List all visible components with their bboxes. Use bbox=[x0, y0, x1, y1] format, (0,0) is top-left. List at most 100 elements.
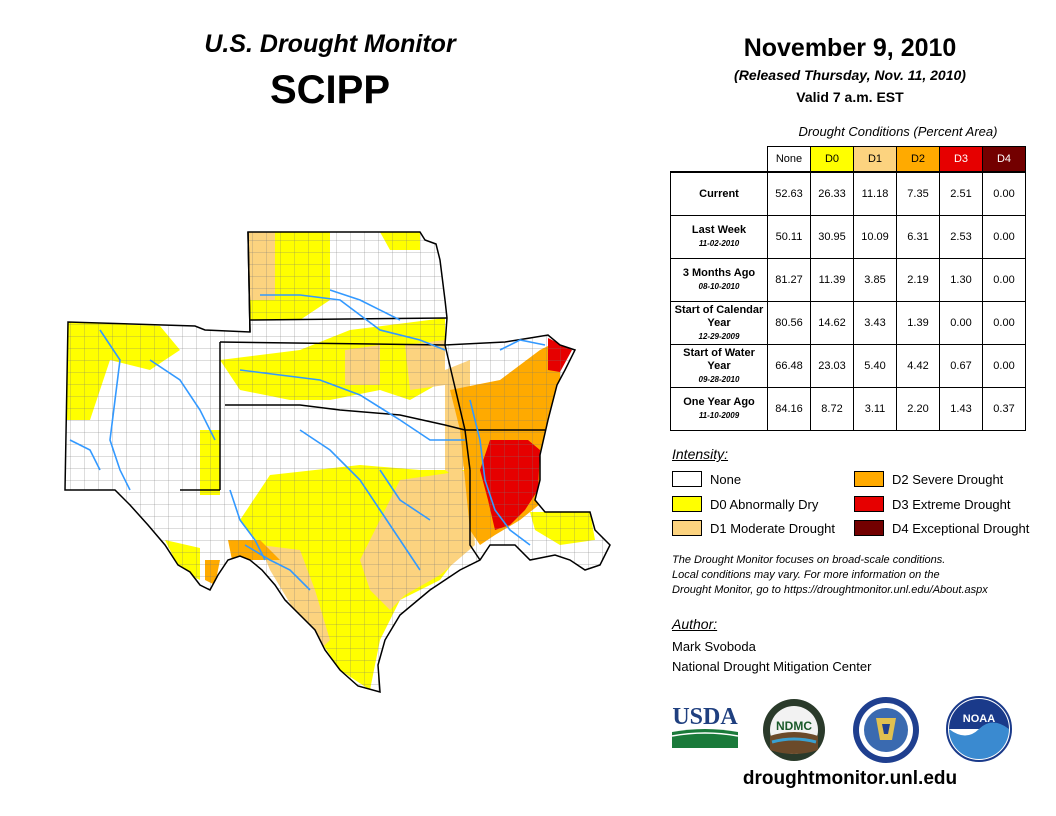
legend-label: D2 Severe Drought bbox=[892, 471, 1004, 487]
table-cell: 10.09 bbox=[853, 215, 897, 259]
table-cell: 80.56 bbox=[767, 301, 811, 345]
table-cell: 8.72 bbox=[810, 387, 854, 431]
table-row: 3 Months Ago 08-10-2010 81.27 11.39 3.85 … bbox=[670, 258, 1026, 302]
valid-time: Valid 7 a.m. EST bbox=[796, 89, 904, 105]
col-header-none: None bbox=[767, 146, 811, 173]
region-title: SCIPP bbox=[269, 68, 391, 112]
table-cell: 0.00 bbox=[982, 344, 1026, 388]
table-row: Last Week 11-02-2010 50.11 30.95 10.09 6.… bbox=[670, 215, 1026, 259]
author-org: National Drought Mitigation Center bbox=[672, 659, 872, 674]
row-label: 3 Months Ago 08-10-2010 bbox=[670, 258, 768, 302]
legend-item-d2: D2 Severe Drought bbox=[854, 471, 1003, 487]
legend-label: D4 Exceptional Drought bbox=[892, 520, 1030, 536]
drought-table: None D0 D1 D2 D3 D4 Current 52.63 26.33 … bbox=[670, 146, 1026, 431]
rivers bbox=[69, 289, 546, 591]
row-label: Start of Calendar Year 12-29-2009 bbox=[670, 301, 768, 345]
legend-label: None bbox=[710, 471, 742, 487]
legend-swatch bbox=[854, 496, 884, 512]
note-line: Drought Monitor, go to https://droughtmo… bbox=[672, 584, 988, 596]
svg-text:NDMC: NDMC bbox=[776, 719, 812, 733]
author-block: Mark Svoboda National Drought Mitigation… bbox=[672, 637, 871, 677]
svg-text:NOAA: NOAA bbox=[963, 713, 995, 725]
legend-label: D1 Moderate Drought bbox=[710, 520, 836, 536]
table-cell: 3.85 bbox=[853, 258, 897, 302]
table-row: Current 52.63 26.33 11.18 7.35 2.51 0.00 bbox=[670, 171, 1026, 216]
legend-heading: Intensity: bbox=[672, 446, 729, 462]
legend-item-d0: D0 Abnormally Dry bbox=[672, 496, 818, 512]
table-row: Start of Calendar Year 12-29-2009 80.56 1… bbox=[670, 301, 1026, 345]
legend-item-none: None bbox=[672, 471, 741, 487]
table-cell: 0.00 bbox=[939, 301, 983, 345]
table-cell: 66.48 bbox=[767, 344, 811, 388]
table-cell: 3.11 bbox=[853, 387, 897, 431]
table-cell: 1.43 bbox=[939, 387, 983, 431]
col-header-d0: D0 bbox=[810, 146, 854, 173]
table-cell: 52.63 bbox=[767, 171, 811, 216]
col-header-d3: D3 bbox=[939, 146, 983, 173]
usda-logo: USDA bbox=[671, 704, 738, 748]
table-cell: 81.27 bbox=[767, 258, 811, 302]
svg-text:USDA: USDA bbox=[672, 704, 738, 730]
table-cell: 84.16 bbox=[767, 387, 811, 431]
table-cell: 2.19 bbox=[896, 258, 940, 302]
legend-item-d3: D3 Extreme Drought bbox=[854, 496, 1011, 512]
table-cell: 1.30 bbox=[939, 258, 983, 302]
noaa-logo: NOAA bbox=[946, 696, 1012, 762]
table-cell: 2.20 bbox=[896, 387, 940, 431]
legend-swatch bbox=[672, 471, 702, 487]
map-title: U.S. Drought Monitor bbox=[204, 30, 456, 58]
footer-url[interactable]: droughtmonitor.unl.edu bbox=[742, 768, 958, 789]
col-header-d1: D1 bbox=[853, 146, 897, 173]
col-header-d4: D4 bbox=[982, 146, 1026, 173]
drought-map bbox=[64, 231, 611, 693]
release-date: (Released Thursday, Nov. 11, 2010) bbox=[734, 67, 966, 83]
table-cell: 0.00 bbox=[982, 215, 1026, 259]
row-label: Last Week 11-02-2010 bbox=[670, 215, 768, 259]
table-cell: 1.39 bbox=[896, 301, 940, 345]
disclaimer-note: The Drought Monitor focuses on broad-sca… bbox=[672, 553, 1052, 598]
note-line: Local conditions may vary. For more info… bbox=[672, 569, 940, 581]
table-cell: 50.11 bbox=[767, 215, 811, 259]
note-line: The Drought Monitor focuses on broad-sca… bbox=[672, 554, 946, 566]
row-label: One Year Ago 11-10-2009 bbox=[670, 387, 768, 431]
table-cell: 14.62 bbox=[810, 301, 854, 345]
table-cell: 5.40 bbox=[853, 344, 897, 388]
table-cell: 0.00 bbox=[982, 258, 1026, 302]
row-label: Current bbox=[670, 171, 768, 216]
legend-swatch bbox=[854, 520, 884, 536]
table-cell: 0.00 bbox=[982, 171, 1026, 216]
legend-label: D3 Extreme Drought bbox=[892, 496, 1011, 512]
author-name: Mark Svoboda bbox=[672, 639, 756, 654]
table-cell: 7.35 bbox=[896, 171, 940, 216]
table-cell: 0.37 bbox=[982, 387, 1026, 431]
table-cell: 11.18 bbox=[853, 171, 897, 216]
legend-swatch bbox=[672, 520, 702, 536]
table-row: One Year Ago 11-10-2009 84.16 8.72 3.11 2… bbox=[670, 387, 1026, 431]
row-label: Start of Water Year 09-28-2010 bbox=[670, 344, 768, 388]
ndmc-logo: NDMC bbox=[763, 699, 825, 761]
table-cell: 11.39 bbox=[810, 258, 854, 302]
table-cell: 2.51 bbox=[939, 171, 983, 216]
table-cell: 23.03 bbox=[810, 344, 854, 388]
table-cell: 4.42 bbox=[896, 344, 940, 388]
table-cell: 0.00 bbox=[982, 301, 1026, 345]
table-cell: 0.67 bbox=[939, 344, 983, 388]
legend-swatch bbox=[672, 496, 702, 512]
table-cell: 30.95 bbox=[810, 215, 854, 259]
legend-swatch bbox=[854, 471, 884, 487]
table-cell: 3.43 bbox=[853, 301, 897, 345]
col-header-d2: D2 bbox=[896, 146, 940, 173]
table-corner bbox=[671, 147, 768, 173]
table-cell: 26.33 bbox=[810, 171, 854, 216]
author-heading: Author: bbox=[672, 616, 718, 632]
table-row: Start of Water Year 09-28-2010 66.48 23.0… bbox=[670, 344, 1026, 388]
state-borders bbox=[180, 231, 545, 561]
legend-label: D0 Abnormally Dry bbox=[710, 496, 819, 512]
table-cell: 6.31 bbox=[896, 215, 940, 259]
table-cell: 2.53 bbox=[939, 215, 983, 259]
table-caption: Drought Conditions (Percent Area) bbox=[798, 124, 998, 139]
legend-item-d1: D1 Moderate Drought bbox=[672, 520, 835, 536]
commerce-seal-logo bbox=[853, 697, 919, 763]
legend-item-d4: D4 Exceptional Drought bbox=[854, 520, 1029, 536]
map-date: November 9, 2010 bbox=[743, 34, 957, 62]
